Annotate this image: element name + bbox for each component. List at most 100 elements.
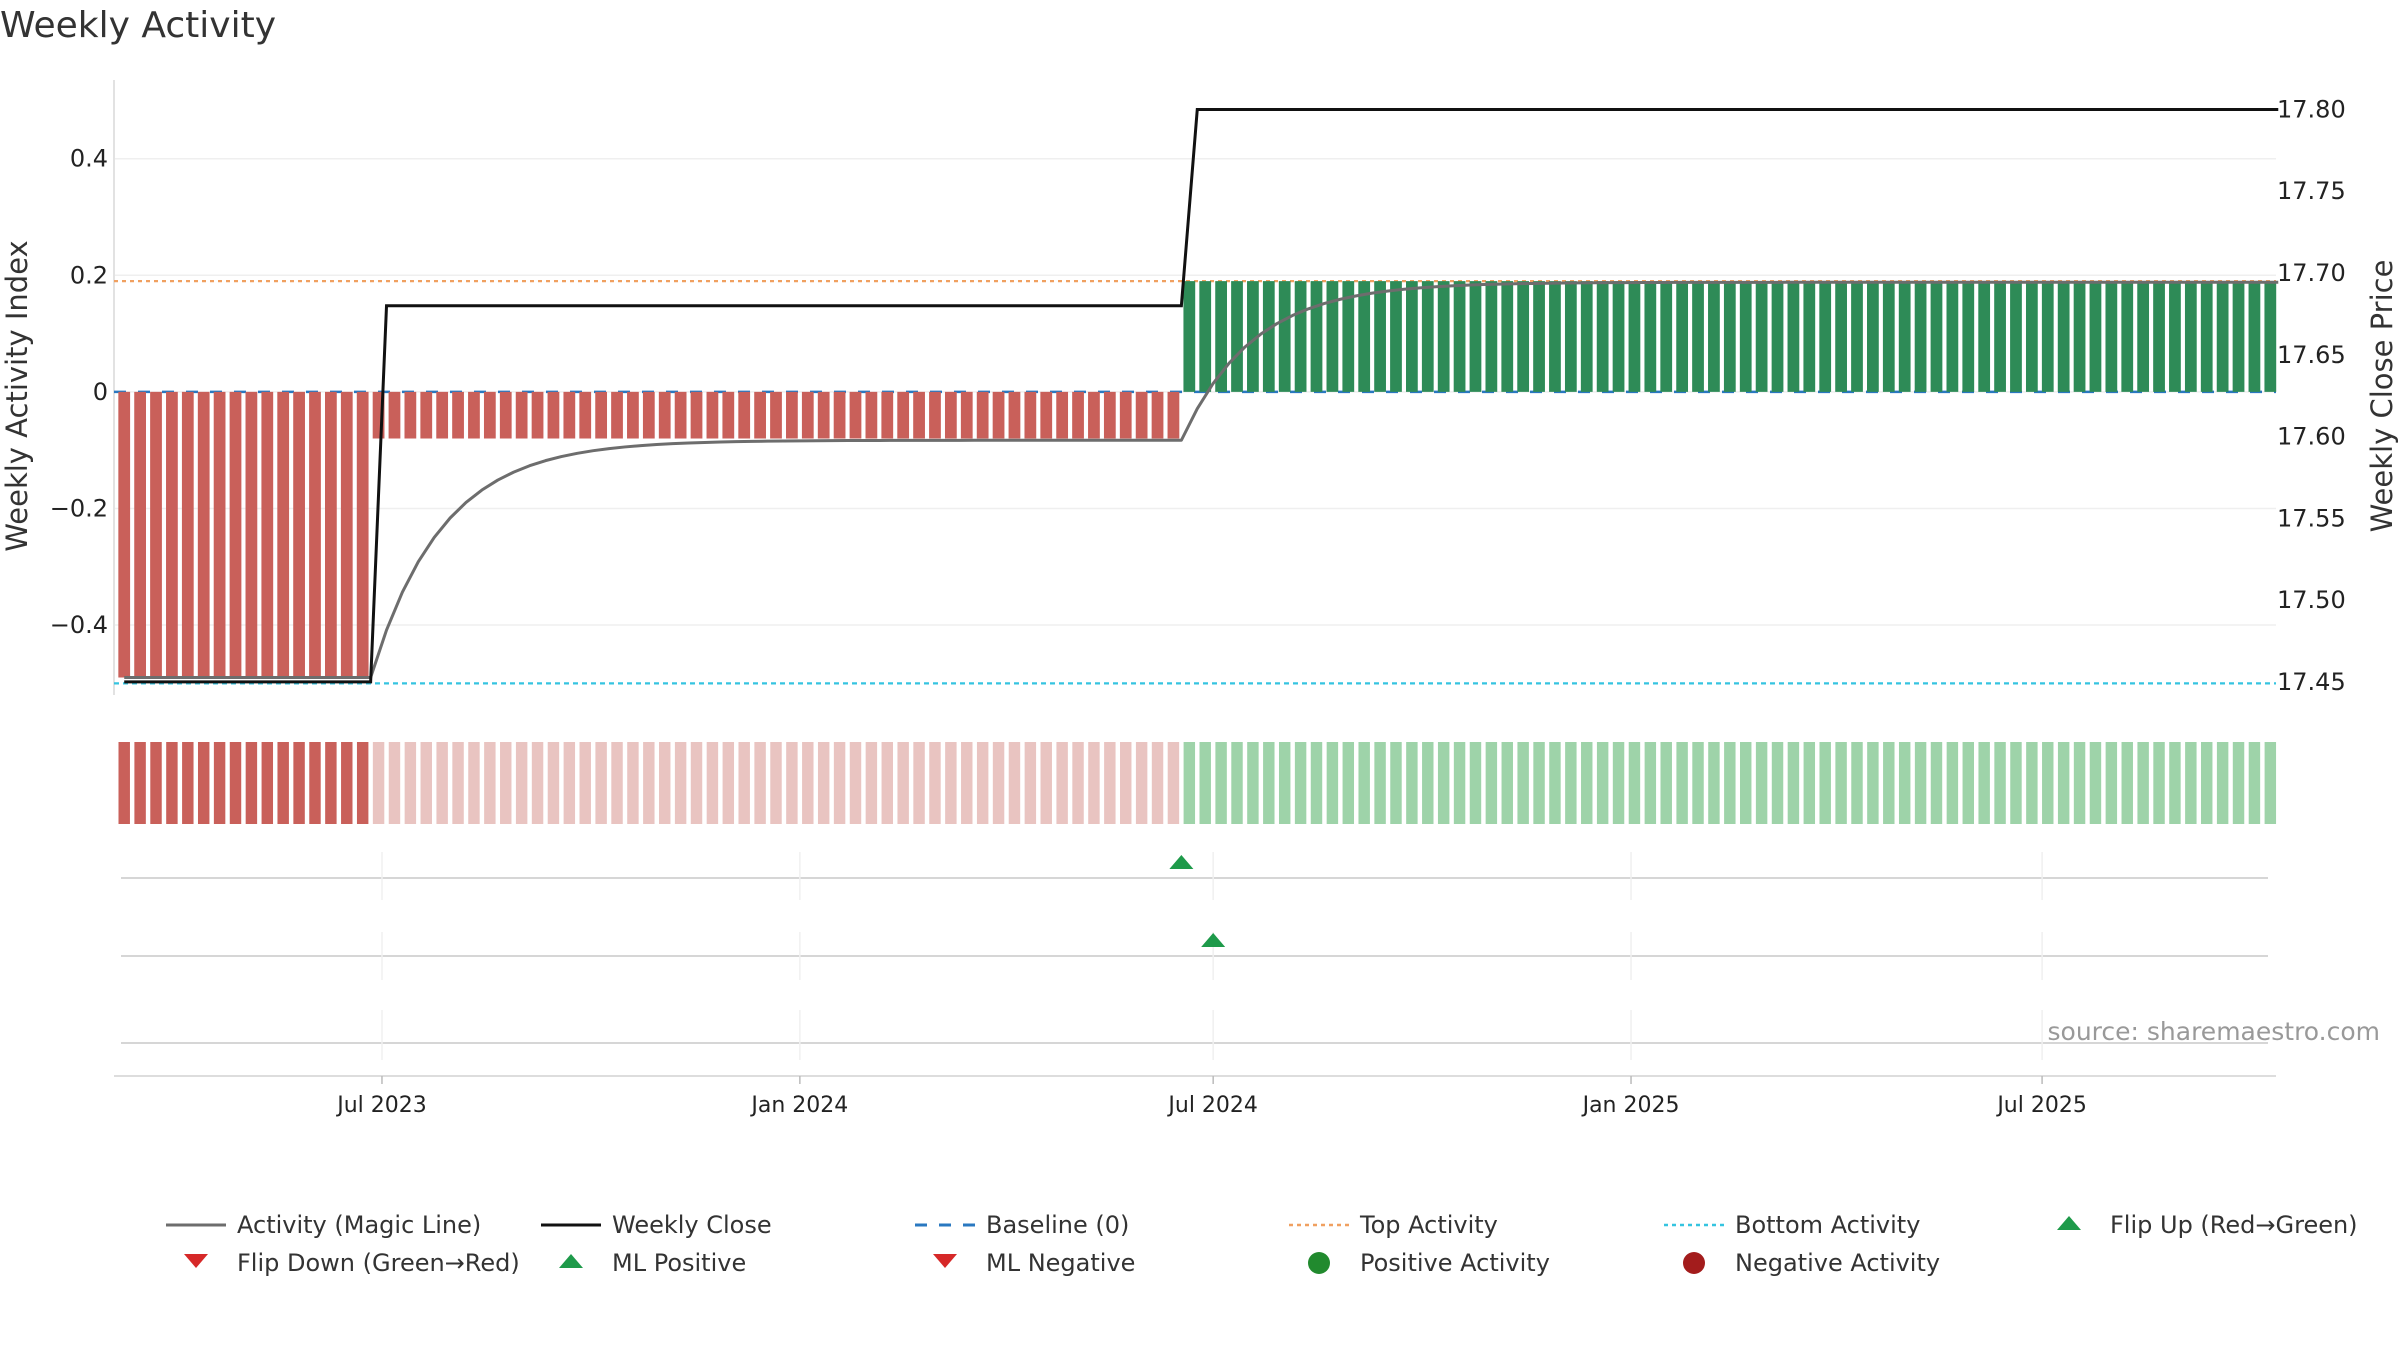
state-strip-cell — [1231, 742, 1243, 824]
activity-bar — [1485, 281, 1498, 392]
activity-bar — [1247, 281, 1259, 392]
activity-bar — [658, 391, 671, 439]
weekly-close-line — [124, 107, 2279, 684]
activity-bar — [913, 391, 925, 439]
y-tick-label: 0.4 — [70, 145, 108, 173]
activity-bar — [2137, 281, 2150, 392]
activity-bar — [1819, 281, 1832, 392]
state-strip-cell — [833, 742, 846, 824]
activity-bar — [897, 391, 910, 439]
state-strip-cell — [817, 742, 830, 824]
activity-bar — [1342, 281, 1355, 392]
activity-bar — [1517, 281, 1530, 392]
activity-bar — [960, 391, 973, 439]
activity-bar — [229, 391, 242, 678]
state-strip-cell — [325, 742, 337, 824]
activity-bar — [1549, 281, 1561, 392]
state-strip-cell — [372, 742, 385, 824]
activity-bar — [1421, 281, 1434, 392]
y2-tick-label: 17.50 — [2277, 586, 2346, 614]
activity-bar — [1405, 281, 1418, 392]
state-strip-cell — [1469, 742, 1482, 824]
activity-bar — [1103, 391, 1116, 439]
activity-bar — [865, 391, 878, 439]
y-tick-label: −0.4 — [50, 611, 108, 639]
activity-bar — [356, 391, 369, 678]
activity-bar — [245, 391, 258, 678]
activity-bar — [2232, 281, 2245, 392]
state-strip-cell — [865, 742, 878, 824]
activity-bar — [1867, 281, 1879, 392]
state-strip-cell — [849, 742, 862, 824]
x-tick-label: Jan 2024 — [749, 1093, 848, 1118]
y-tick-label: 0.2 — [70, 261, 108, 289]
state-strip-cell — [1755, 742, 1768, 824]
y2-tick-label: 17.70 — [2277, 259, 2346, 287]
state-strip-cell — [1771, 742, 1784, 824]
state-strip-cell — [1390, 742, 1402, 824]
activity-bar — [563, 391, 576, 439]
activity-bar — [2041, 281, 2054, 392]
state-strip-cell — [1501, 742, 1513, 824]
activity-bar — [1946, 281, 1959, 392]
state-strip-cell — [1310, 742, 1323, 824]
state-strip-cell — [452, 742, 464, 824]
state-strip-cell — [1883, 742, 1895, 824]
activity-bar — [2025, 281, 2038, 392]
state-strip-cell — [1835, 742, 1847, 824]
y2-tick-label: 17.60 — [2277, 423, 2346, 451]
state-strip-cell — [1485, 742, 1498, 824]
state-strip-cell — [468, 742, 480, 824]
activity-bar — [770, 391, 782, 439]
axis-ticks: Jul 2023 Jan 2024 Jul 2024 Jan 2025 Jul 2025… — [50, 95, 2346, 1118]
activity-bar — [1851, 281, 1863, 392]
state-strip-cell — [992, 742, 1005, 824]
activity-bar — [706, 391, 719, 439]
state-strip-cell — [1644, 742, 1657, 824]
triangle-down-icon — [933, 1254, 957, 1268]
activity-bar — [1564, 281, 1577, 392]
activity-bar — [1294, 281, 1307, 392]
state-strip-cell — [1278, 742, 1291, 824]
activity-bar — [595, 391, 608, 439]
legend-item: Bottom Activity — [1664, 1211, 1920, 1239]
activity-bar — [1453, 281, 1466, 392]
state-strip-cell — [436, 742, 448, 824]
activity-bar — [992, 391, 1005, 439]
activity-bar — [1310, 281, 1323, 392]
legend-label: Positive Activity — [1360, 1249, 1550, 1277]
activity-bar — [547, 391, 560, 439]
state-strip-cell — [1660, 742, 1672, 824]
state-strip-cell — [182, 742, 194, 824]
state-strip-cell — [706, 742, 719, 824]
activity-bar — [2073, 281, 2086, 392]
state-strip-cell — [2248, 742, 2261, 824]
legend-label: Flip Up (Red→Green) — [2110, 1211, 2358, 1239]
x-tick-label: Jul 2024 — [1166, 1093, 1258, 1118]
state-strip-cell — [1867, 742, 1879, 824]
activity-bar — [1962, 281, 1975, 392]
activity-bar — [531, 391, 544, 439]
state-strip-cell — [945, 742, 957, 824]
state-strip-cell — [1374, 742, 1386, 824]
activity-bar — [277, 391, 290, 678]
activity-bar — [642, 391, 655, 439]
legend-item: Activity (Magic Line) — [166, 1211, 481, 1239]
activity-bar — [1580, 281, 1593, 392]
state-strip-cell — [388, 742, 401, 824]
state-strip-cell — [1453, 742, 1466, 824]
state-strip-cell — [1024, 742, 1037, 824]
legend-item: Flip Up (Red→Green) — [2057, 1211, 2358, 1239]
state-strip-cell — [1120, 742, 1132, 824]
state-strip-cell — [245, 742, 258, 824]
state-strip-cell — [1596, 742, 1609, 824]
state-strip-cell — [1263, 742, 1275, 824]
activity-bar — [944, 391, 957, 439]
legend-item: Negative Activity — [1683, 1249, 1940, 1277]
activity-bar — [1978, 281, 1991, 392]
state-strip-cell — [277, 742, 289, 824]
state-strip-cell — [1008, 742, 1021, 824]
activity-bar — [1930, 281, 1943, 392]
activity-bar — [404, 391, 417, 439]
activity-bar — [1596, 281, 1609, 392]
